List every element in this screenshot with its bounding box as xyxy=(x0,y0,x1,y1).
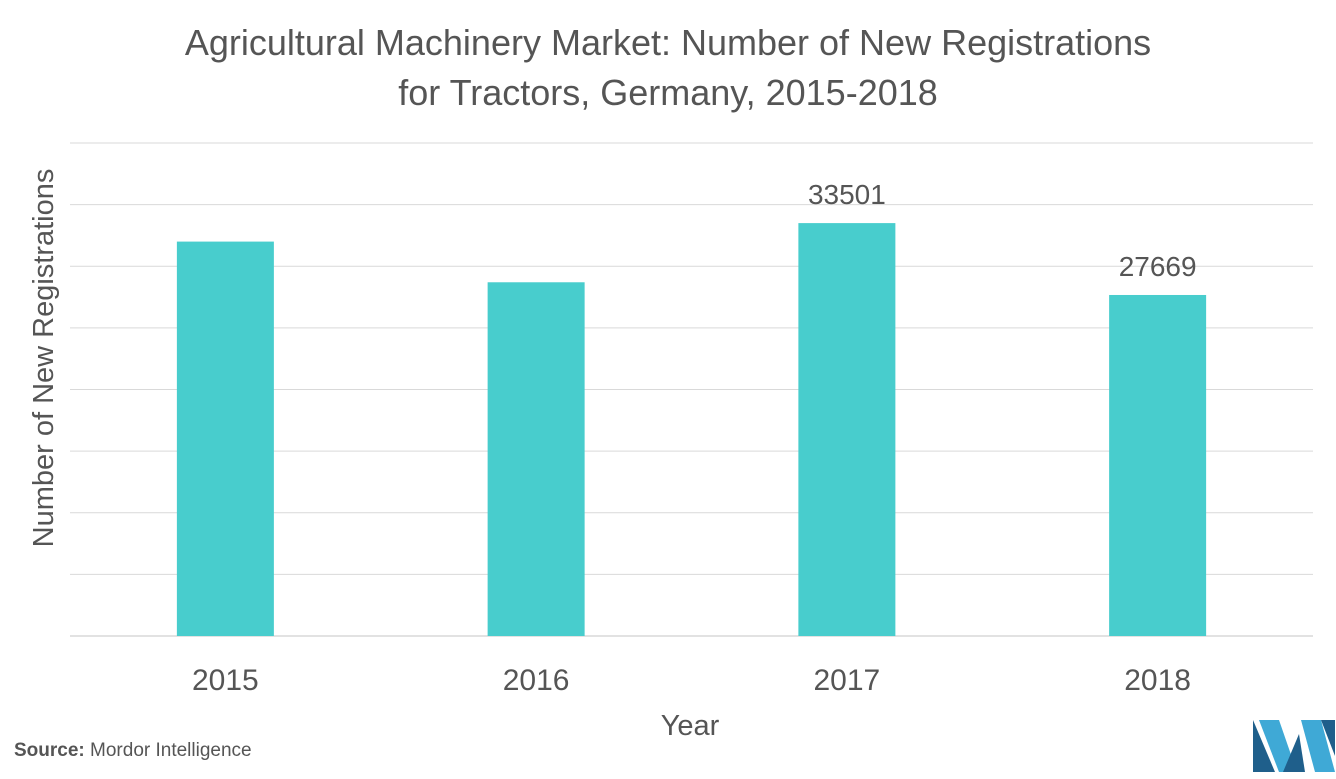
bar xyxy=(487,282,585,636)
data-label: 27669 xyxy=(1119,251,1197,282)
x-tick-label: 2018 xyxy=(1124,664,1191,697)
source-note: Source: Mordor Intelligence xyxy=(14,740,252,762)
source-text: Mordor Intelligence xyxy=(90,740,252,761)
chart-title: Agricultural Machinery Market: Number of… xyxy=(0,18,1336,118)
chart-title-line-1: Agricultural Machinery Market: Number of… xyxy=(184,22,1152,63)
bar xyxy=(798,223,896,637)
data-label: 33501 xyxy=(808,179,886,210)
bar xyxy=(176,241,274,636)
x-tick-label: 2016 xyxy=(503,664,570,697)
x-tick-label: 2015 xyxy=(192,664,259,697)
x-tick-label: 2017 xyxy=(814,664,881,697)
x-axis-label: Year xyxy=(661,710,720,742)
bar xyxy=(1109,294,1207,636)
y-axis-label: Number of New Registrations xyxy=(28,169,60,548)
mordor-intelligence-logo-icon xyxy=(1253,720,1335,772)
source-label: Source: xyxy=(14,740,85,761)
chart-title-line-2: for Tractors, Germany, 2015-2018 xyxy=(398,72,938,113)
